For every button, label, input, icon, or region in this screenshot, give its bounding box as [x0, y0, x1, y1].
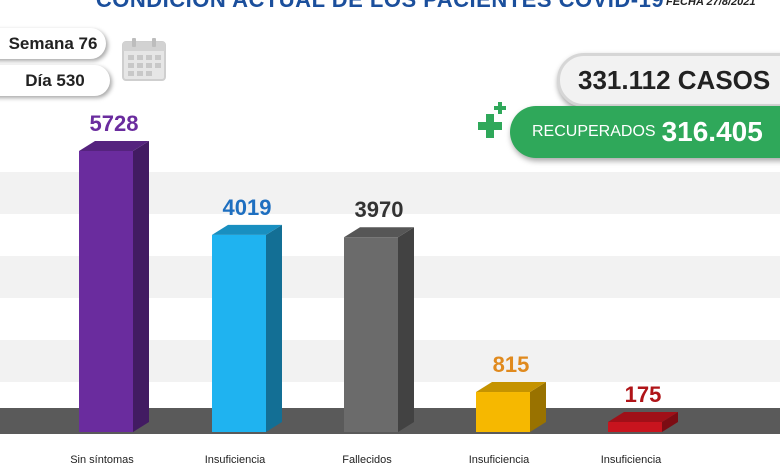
- bar-top: [212, 224, 282, 235]
- calendar-icon: [122, 38, 166, 81]
- bar: [608, 412, 678, 432]
- bar-front: [79, 151, 133, 432]
- bar-value-label: 815: [493, 352, 530, 377]
- bar-value-label: 3970: [355, 197, 404, 222]
- bar-side: [398, 227, 414, 432]
- bar: [212, 224, 282, 432]
- category-label: Sin síntomas: [70, 454, 134, 466]
- bar-side: [266, 224, 282, 432]
- bar-value-label: 5728: [90, 111, 139, 136]
- total-cases-badge: 331.112 CASOS: [557, 53, 780, 107]
- bar-top: [476, 382, 546, 393]
- total-cases-text: 331.112 CASOS: [578, 64, 771, 95]
- bar-side: [133, 141, 149, 432]
- bar-top: [608, 412, 678, 422]
- category-label: Fallecidos: [342, 454, 392, 466]
- bar: [79, 141, 149, 432]
- bar-value-label: 4019: [223, 195, 272, 220]
- category-label: Insuficiencia: [205, 454, 266, 466]
- bar-side: [662, 412, 678, 432]
- week-badge: Semana 76: [0, 28, 106, 59]
- bar-front: [608, 422, 662, 432]
- day-badge: Día 530: [0, 65, 110, 96]
- recovered-value: 316.405: [661, 116, 763, 147]
- bar-front: [344, 237, 398, 432]
- bar-top: [79, 141, 149, 151]
- bar: [476, 382, 546, 432]
- bar-side: [530, 382, 546, 432]
- page-title: CONDICION ACTUAL DE LOS PACIENTES COVID-…: [60, 0, 700, 13]
- bar-front: [212, 234, 266, 432]
- bar-front: [476, 392, 530, 432]
- bar-value-label: 175: [625, 382, 662, 407]
- category-label: Insuficiencia: [469, 454, 530, 466]
- bar-top: [344, 227, 414, 238]
- date-label: FECHA 27/8/2021: [666, 0, 756, 8]
- recovered-badge: RECUPERADOS 316.405: [510, 106, 780, 158]
- bar: [344, 227, 414, 432]
- recovered-label: RECUPERADOS: [532, 123, 656, 140]
- medical-plus-icon: [478, 102, 506, 138]
- category-label: Insuficiencia: [601, 454, 662, 466]
